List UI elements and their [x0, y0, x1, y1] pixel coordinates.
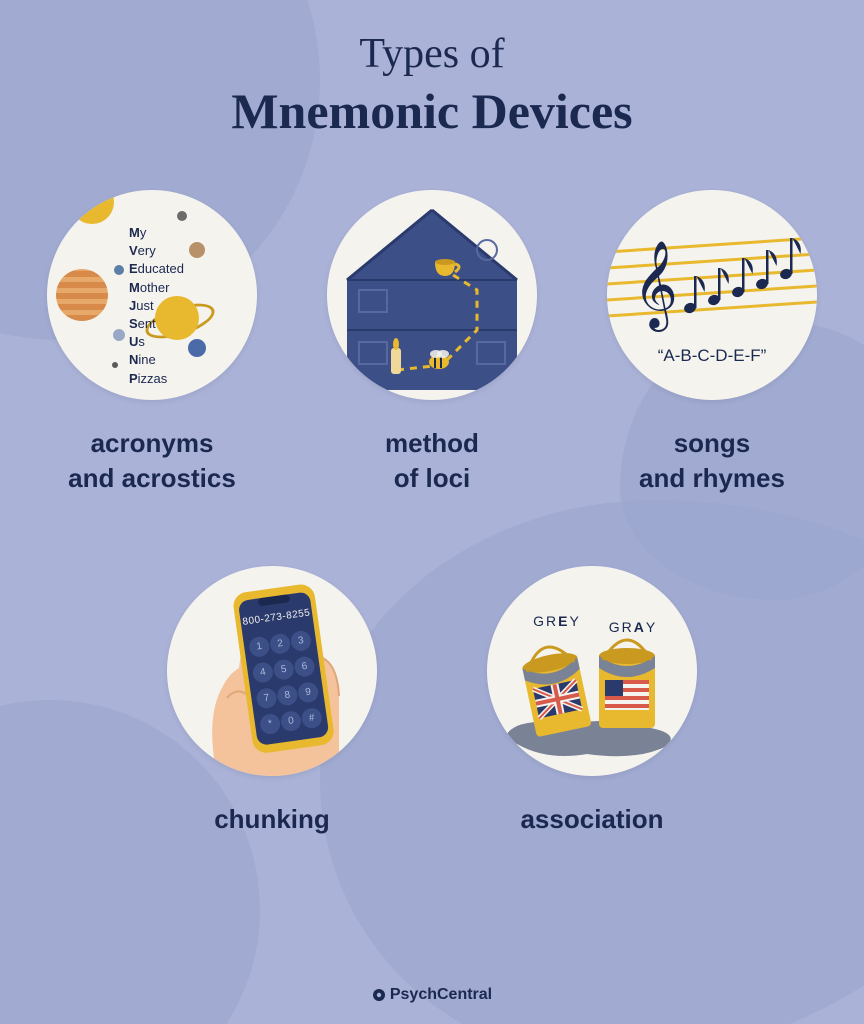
- house-icon: [327, 190, 537, 400]
- planet-sun-icon: [70, 190, 114, 224]
- acrostic-text: My Very Educated Mother Just Sent Us Nin…: [129, 224, 184, 388]
- gray-word: GRAY: [609, 619, 657, 635]
- title-line2: Mnemonic Devices: [0, 82, 864, 140]
- planet-jupiter-icon: [56, 269, 108, 321]
- item-acronyms: My Very Educated Mother Just Sent Us Nin…: [32, 190, 272, 496]
- planet-mercury-icon: [177, 211, 187, 221]
- music-staff-icon: 𝄞: [607, 190, 817, 400]
- label-association: association: [520, 802, 663, 837]
- label-songs: songs and rhymes: [639, 426, 785, 496]
- planet-pluto-icon: [112, 362, 118, 368]
- label-acronyms: acronyms and acrostics: [68, 426, 236, 496]
- row-2: 800-273-8255 1 2 3 4 5: [0, 566, 864, 837]
- planet-uranus-icon: [113, 329, 125, 341]
- label-chunking: chunking: [214, 802, 330, 837]
- planet-neptune-icon: [188, 339, 206, 357]
- music-caption: “A-B-C-D-E-F”: [607, 346, 817, 366]
- treble-clef-icon: 𝄞: [633, 241, 678, 332]
- item-loci: method of loci: [312, 190, 552, 496]
- grey-word: GREY: [533, 613, 581, 629]
- item-songs: 𝄞 “A-B-C-D-E-F” songs and rhymes: [592, 190, 832, 496]
- label-loci: method of loci: [385, 426, 479, 496]
- infographic-canvas: Types of Mnemonic Devices My: [0, 0, 864, 1024]
- items-grid: My Very Educated Mother Just Sent Us Nin…: [0, 190, 864, 837]
- paint-cans-icon: GREY GRAY: [487, 566, 697, 776]
- planet-venus-icon: [189, 242, 205, 258]
- circle-chunking: 800-273-8255 1 2 3 4 5: [167, 566, 377, 776]
- footer-attribution: PsychCentral: [0, 986, 864, 1004]
- item-chunking: 800-273-8255 1 2 3 4 5: [152, 566, 392, 837]
- psychcentral-logo-icon: [372, 988, 386, 1002]
- circle-association: GREY GRAY: [487, 566, 697, 776]
- circle-acronyms: My Very Educated Mother Just Sent Us Nin…: [47, 190, 257, 400]
- item-association: GREY GRAY association: [472, 566, 712, 837]
- title-block: Types of Mnemonic Devices: [0, 30, 864, 140]
- phone-hand-icon: 800-273-8255 1 2 3 4 5: [167, 566, 377, 776]
- planet-earth-icon: [114, 265, 124, 275]
- circle-songs: 𝄞 “A-B-C-D-E-F”: [607, 190, 817, 400]
- title-line1: Types of: [0, 30, 864, 78]
- circle-loci: [327, 190, 537, 400]
- footer-text: PsychCentral: [390, 986, 492, 1003]
